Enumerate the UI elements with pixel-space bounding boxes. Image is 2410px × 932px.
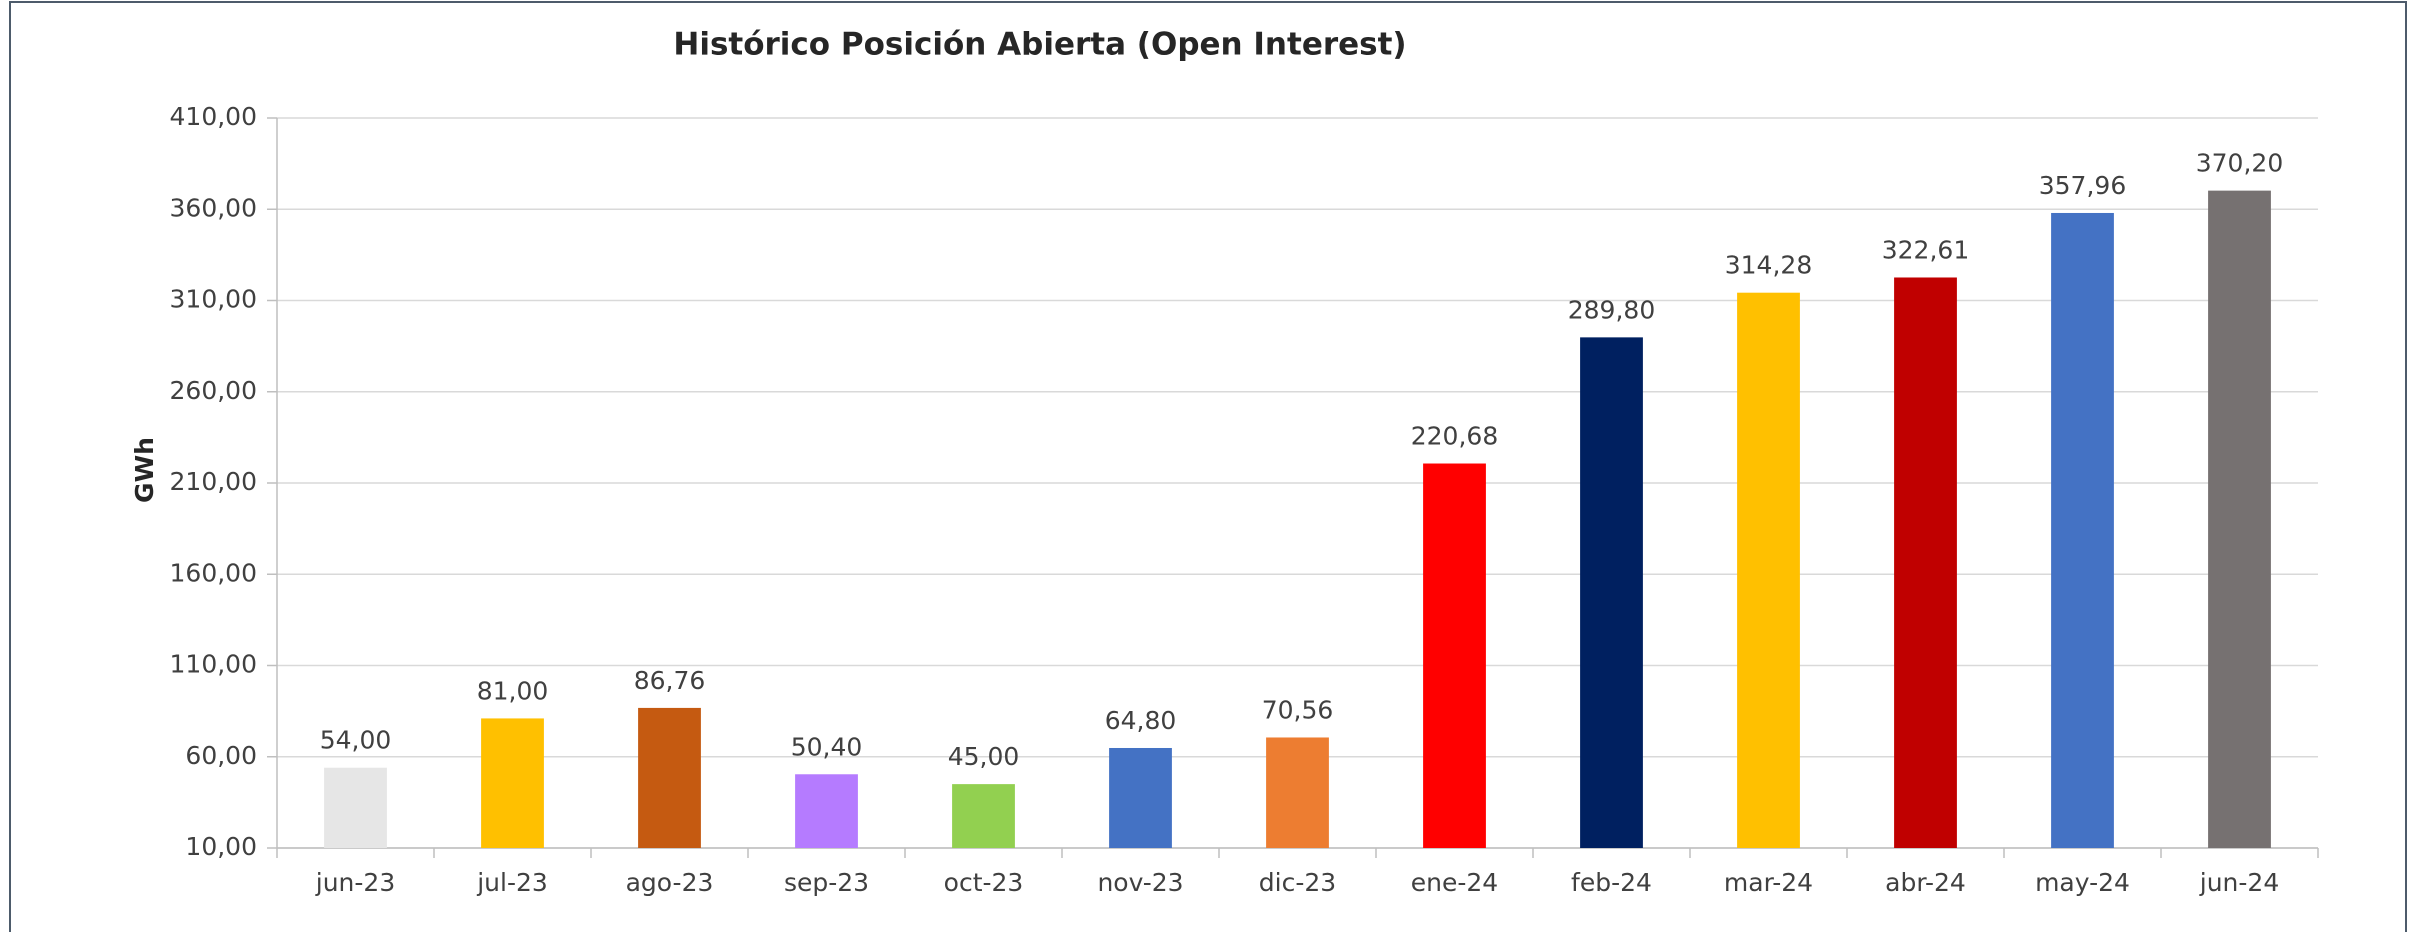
x-tick-label: jul-23 bbox=[476, 868, 548, 897]
bar bbox=[1580, 337, 1643, 848]
bar bbox=[1894, 277, 1957, 848]
y-tick-label: 410,00 bbox=[170, 102, 257, 131]
chart-title: Histórico Posición Abierta (Open Interes… bbox=[673, 27, 1406, 63]
data-label: 45,00 bbox=[948, 742, 1020, 771]
data-label: 314,28 bbox=[1725, 251, 1812, 280]
y-tick-label: 110,00 bbox=[170, 650, 257, 679]
data-label: 322,61 bbox=[1882, 235, 1969, 264]
data-label: 50,40 bbox=[791, 732, 863, 761]
y-tick-label: 60,00 bbox=[185, 741, 257, 770]
data-label: 70,56 bbox=[1262, 695, 1334, 724]
chart-frame bbox=[9, 1, 2407, 932]
data-label: 86,76 bbox=[634, 666, 706, 695]
y-tick-label: 210,00 bbox=[170, 467, 257, 496]
x-tick-label: mar-24 bbox=[1724, 868, 1813, 897]
bar bbox=[481, 718, 544, 848]
bar bbox=[324, 767, 387, 848]
bar bbox=[2208, 190, 2271, 848]
x-tick-label: dic-23 bbox=[1259, 868, 1336, 897]
bar bbox=[2051, 212, 2114, 848]
x-tick-label: nov-23 bbox=[1097, 868, 1183, 897]
x-tick-label: jun-23 bbox=[315, 868, 395, 897]
bar bbox=[795, 774, 858, 848]
x-tick-label: oct-23 bbox=[944, 868, 1024, 897]
bar bbox=[952, 784, 1015, 848]
bar bbox=[1266, 737, 1329, 848]
x-tick-label: abr-24 bbox=[1885, 868, 1966, 897]
data-label: 64,80 bbox=[1105, 706, 1177, 735]
bar bbox=[1423, 463, 1486, 848]
data-label: 357,96 bbox=[2039, 171, 2126, 200]
x-tick-label: ago-23 bbox=[626, 868, 714, 897]
data-label: 220,68 bbox=[1411, 422, 1498, 451]
y-tick-label: 360,00 bbox=[170, 193, 257, 222]
bar bbox=[638, 707, 701, 848]
y-tick-label: 260,00 bbox=[170, 376, 257, 405]
x-tick-label: ene-24 bbox=[1411, 868, 1498, 897]
x-tick-label: feb-24 bbox=[1571, 868, 1652, 897]
x-tick-label: may-24 bbox=[2035, 868, 2130, 897]
bar bbox=[1109, 747, 1172, 848]
bar bbox=[1737, 292, 1800, 849]
data-label: 370,20 bbox=[2196, 149, 2283, 178]
y-tick-label: 160,00 bbox=[170, 558, 257, 587]
x-tick-label: sep-23 bbox=[784, 868, 869, 897]
data-label: 81,00 bbox=[477, 676, 549, 705]
y-axis-label: GWh bbox=[130, 437, 159, 503]
y-tick-label: 10,00 bbox=[185, 832, 257, 861]
x-tick-label: jun-24 bbox=[2199, 868, 2279, 897]
data-label: 54,00 bbox=[320, 726, 392, 755]
y-tick-label: 310,00 bbox=[170, 285, 257, 314]
data-label: 289,80 bbox=[1568, 295, 1655, 324]
